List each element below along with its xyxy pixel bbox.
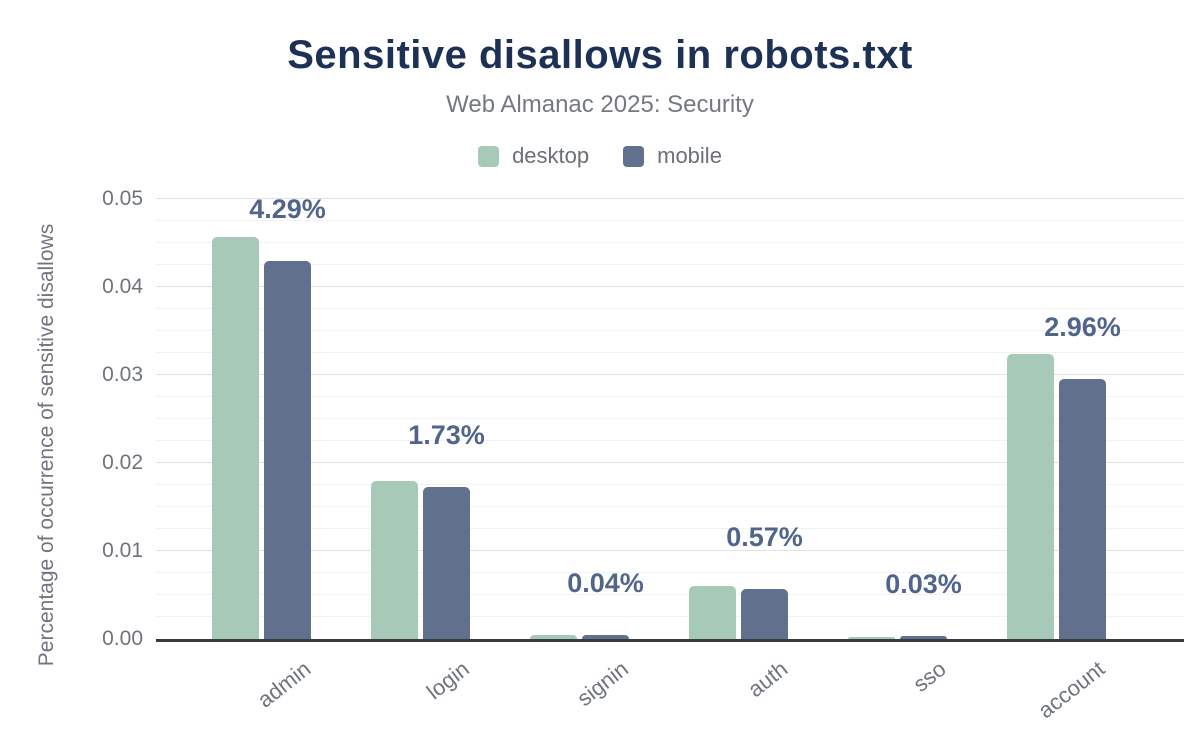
data-label: 0.03% (885, 569, 962, 600)
minor-gridline (156, 528, 1184, 529)
minor-gridline (156, 594, 1184, 595)
x-category-label: sso (908, 656, 951, 697)
x-axis-line (156, 639, 1184, 642)
minor-gridline (156, 396, 1184, 397)
legend-label-desktop: desktop (512, 143, 590, 168)
major-gridline (156, 462, 1184, 463)
bar-desktop (689, 586, 736, 639)
bar-desktop (848, 637, 895, 639)
minor-gridline (156, 264, 1184, 265)
bar-mobile (264, 261, 311, 639)
major-gridline (156, 286, 1184, 287)
minor-gridline (156, 506, 1184, 507)
bar-desktop (1007, 354, 1054, 639)
chart-subtitle: Web Almanac 2025: Security (446, 91, 754, 118)
bar-mobile (423, 487, 470, 639)
minor-gridline (156, 352, 1184, 353)
minor-gridline (156, 484, 1184, 485)
minor-gridline (156, 616, 1184, 617)
plot-area (156, 198, 1184, 639)
minor-gridline (156, 418, 1184, 419)
x-category-label: signin (572, 656, 633, 712)
major-gridline (156, 550, 1184, 551)
y-tick-label: 0.05 (102, 187, 143, 210)
data-label: 0.04% (567, 568, 644, 599)
y-axis-title: Percentage of occurrence of sensitive di… (35, 223, 58, 667)
y-tick-label: 0.04 (102, 275, 143, 298)
legend-swatch-desktop (478, 145, 500, 167)
bar-mobile (741, 589, 788, 639)
x-category-label: admin (252, 656, 315, 713)
legend-swatch-mobile (623, 145, 645, 167)
bar-desktop (212, 237, 259, 639)
major-gridline (156, 198, 1184, 199)
legend-item: mobile (623, 143, 722, 169)
chart-title: Sensitive disallows in robots.txt (287, 33, 913, 77)
bar-mobile (1059, 379, 1106, 639)
bar-desktop (371, 481, 418, 639)
data-label: 4.29% (249, 194, 326, 225)
x-category-label: login (421, 656, 474, 705)
minor-gridline (156, 308, 1184, 309)
y-tick-label: 0.00 (102, 627, 143, 650)
minor-gridline (156, 572, 1184, 573)
bar-mobile (900, 636, 947, 639)
minor-gridline (156, 330, 1184, 331)
major-gridline (156, 374, 1184, 375)
bar-desktop (530, 635, 577, 639)
bar-mobile (582, 635, 629, 639)
data-label: 2.96% (1044, 311, 1121, 342)
data-label: 1.73% (408, 419, 485, 450)
y-tick-label: 0.02 (102, 451, 143, 474)
legend-item: desktop (478, 143, 589, 169)
legend-label-mobile: mobile (657, 143, 722, 168)
data-label: 0.57% (726, 521, 803, 552)
x-category-label: account (1033, 656, 1110, 724)
legend: desktop mobile (0, 143, 1200, 169)
minor-gridline (156, 440, 1184, 441)
y-tick-label: 0.03 (102, 363, 143, 386)
x-category-label: auth (742, 656, 792, 703)
minor-gridline (156, 220, 1184, 221)
minor-gridline (156, 242, 1184, 243)
y-tick-label: 0.01 (102, 539, 143, 562)
